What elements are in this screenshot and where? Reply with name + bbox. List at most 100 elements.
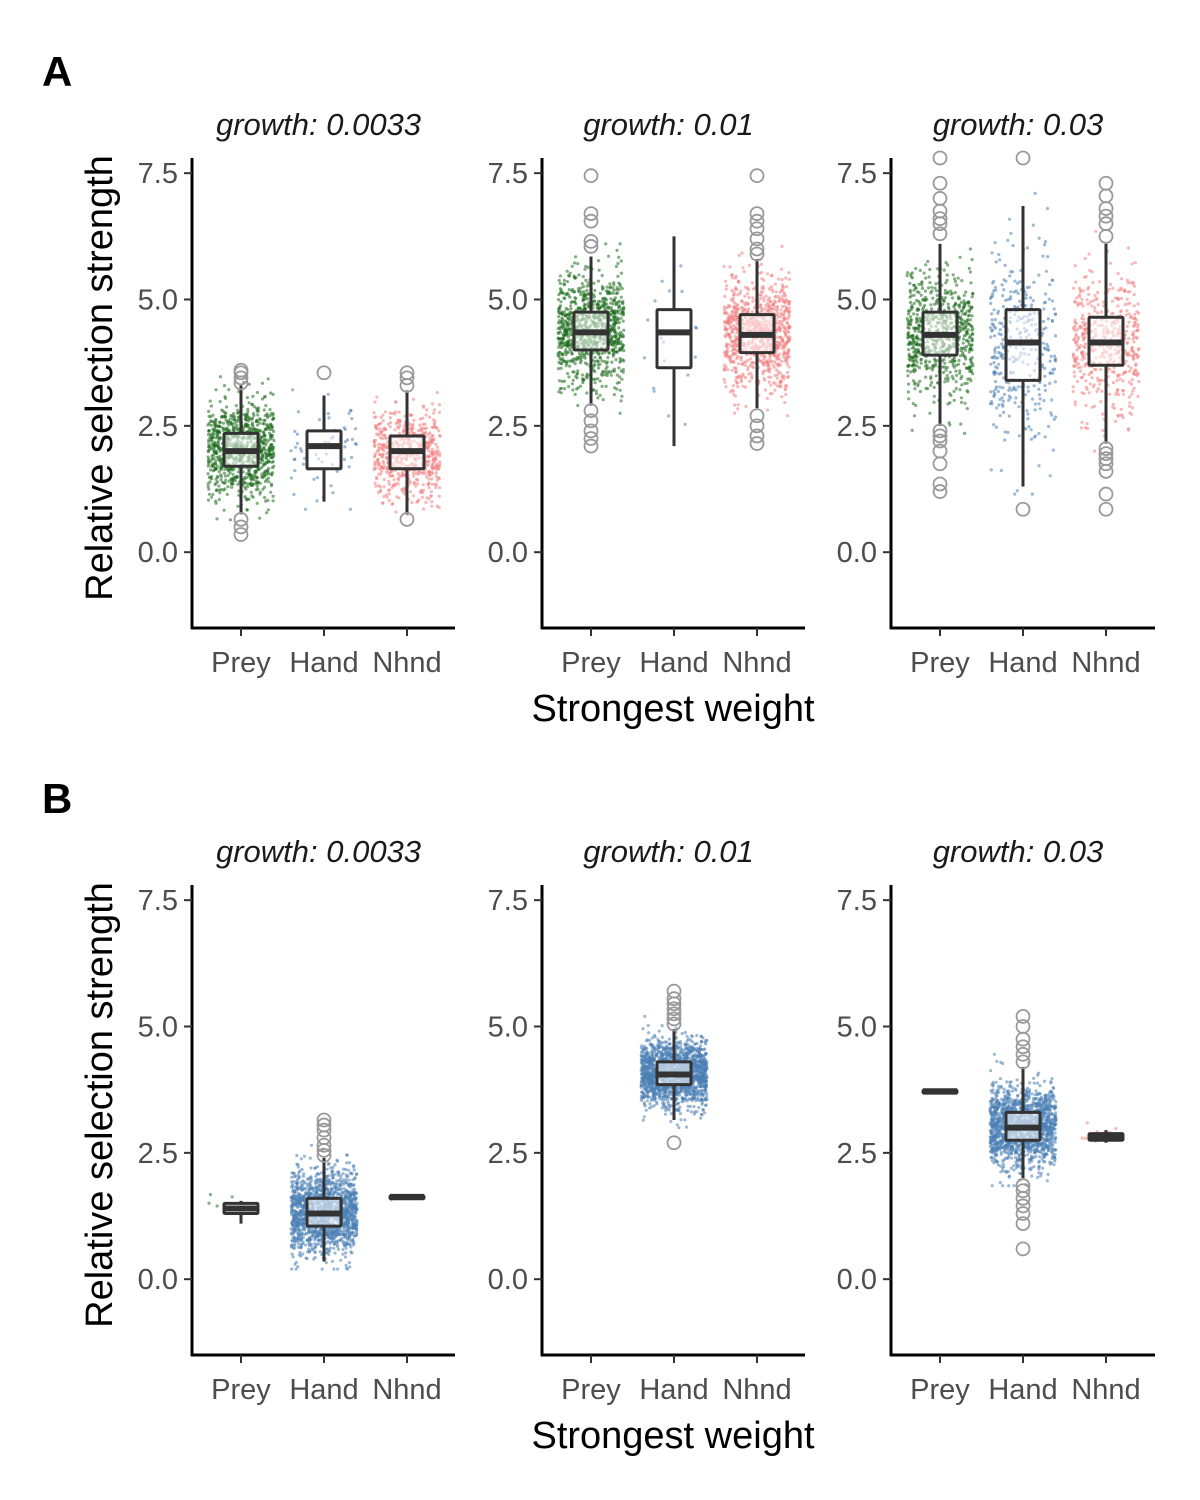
data-point [1085,422,1089,426]
data-point [250,476,254,480]
data-point [941,297,945,301]
data-point [573,290,577,294]
data-point [427,497,431,501]
data-point [1041,331,1045,335]
data-point [992,394,996,399]
data-point [247,401,251,405]
panel-label: A [42,48,72,95]
data-point [1009,290,1013,294]
data-point [606,291,611,295]
data-point [233,479,237,483]
data-point [1128,401,1132,405]
data-point [746,309,750,313]
data-point [617,255,621,259]
data-point [267,466,271,470]
data-point [960,322,964,326]
data-point [930,380,934,385]
outlier-point [932,456,948,472]
data-point [990,322,994,326]
data-point [326,412,330,416]
data-point [787,271,791,275]
data-point [920,281,924,285]
data-point [726,320,730,324]
data-point [209,419,213,423]
data-point [269,434,273,438]
data-point [265,423,269,427]
data-point [426,462,430,467]
data-point [775,373,780,377]
data-point [609,301,613,305]
data-point [959,400,964,404]
data-point [741,372,745,376]
data-point [764,294,768,298]
data-point [957,358,961,363]
data-point [909,370,913,374]
data-point [617,348,621,352]
data-point [1136,371,1140,375]
data-point [992,370,997,374]
data-point [219,436,223,440]
data-point [954,380,958,384]
data-point [621,319,625,323]
data-point [394,510,398,514]
data-point [227,469,231,473]
data-point [786,370,790,375]
data-point [232,412,236,416]
data-point [1048,474,1052,478]
data-point [213,426,217,430]
data-point [420,491,425,495]
data-point [593,299,597,303]
data-point [214,423,218,427]
box-hand [289,365,358,511]
data-point [1111,311,1115,315]
data-point [605,285,609,289]
data-point [272,439,276,443]
data-point [374,462,378,466]
data-point [1111,286,1115,290]
data-point [294,445,298,449]
data-point [233,421,237,425]
data-point [421,404,425,408]
data-point [928,267,932,272]
data-point [1081,313,1085,317]
data-point [218,400,222,404]
data-point [577,289,581,293]
data-point [780,319,784,323]
data-point [251,495,255,499]
data-point [967,266,971,270]
data-point [400,487,404,491]
data-point [621,334,626,338]
data-point [958,324,962,328]
data-point [732,360,736,364]
data-point [215,434,219,438]
data-point [935,293,939,297]
data-point [931,296,935,300]
data-point [1119,413,1123,417]
data-point [919,361,923,365]
data-point [927,275,931,279]
data-point [609,327,613,331]
data-point [223,411,227,415]
data-point [787,355,792,359]
data-point [261,453,265,457]
data-point [952,356,957,360]
data-point [569,304,573,308]
data-point [232,429,236,433]
data-point [224,415,228,419]
data-point [989,295,993,299]
data-point [215,488,219,492]
data-point [998,385,1002,389]
data-point [775,376,779,380]
outlier-point [749,408,765,424]
data-point [1002,392,1007,396]
data-point [392,478,396,482]
data-point [387,499,391,503]
data-point [388,416,392,420]
data-point [736,279,741,283]
data-point [223,467,227,471]
data-point [694,325,698,329]
data-point [780,359,784,363]
data-point [426,454,431,458]
data-point [615,248,619,252]
data-point [923,289,928,293]
